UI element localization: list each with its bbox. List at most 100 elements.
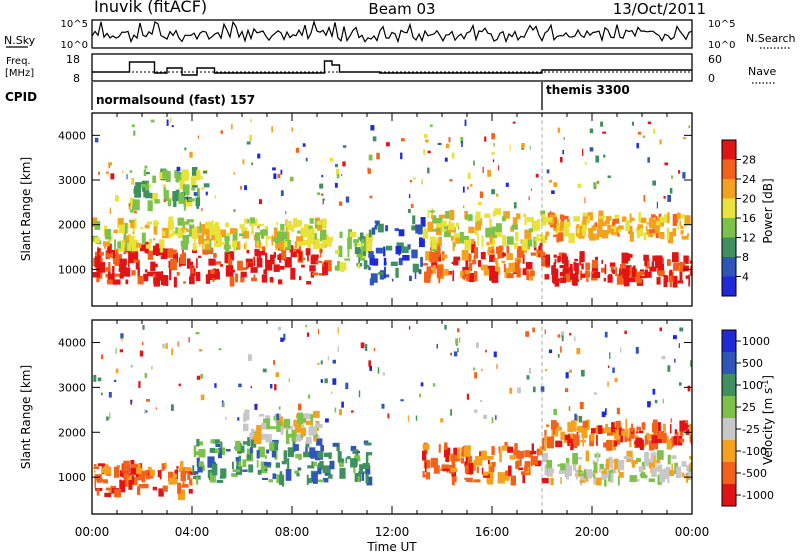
heatmap-cell bbox=[419, 237, 425, 248]
heatmap-cell bbox=[285, 210, 287, 215]
heatmap-cell bbox=[134, 210, 137, 214]
heatmap-cell bbox=[535, 173, 539, 178]
heatmap-cell bbox=[162, 231, 166, 236]
heatmap-cell bbox=[258, 199, 263, 205]
heatmap-cell bbox=[401, 246, 409, 253]
colorbar-tick-label: 500 bbox=[742, 357, 763, 370]
heatmap-cell bbox=[636, 457, 641, 463]
heatmap-cell bbox=[93, 374, 97, 382]
heatmap-cell bbox=[636, 271, 642, 284]
heatmap-cell bbox=[621, 266, 629, 272]
heatmap-cell bbox=[498, 446, 501, 453]
heatmap-cell bbox=[176, 466, 179, 469]
heatmap-cell bbox=[480, 264, 488, 271]
heatmap-cell bbox=[601, 470, 607, 474]
heatmap-cell bbox=[207, 269, 213, 279]
heatmap-cell bbox=[361, 472, 365, 481]
heatmap-cell bbox=[530, 188, 533, 191]
heatmap-cell bbox=[550, 477, 554, 486]
y-tick-label: 2000 bbox=[58, 219, 86, 232]
heatmap-cell bbox=[384, 266, 386, 279]
heatmap-cell bbox=[307, 477, 312, 484]
heatmap-cell bbox=[649, 266, 657, 272]
heatmap-cell bbox=[434, 245, 441, 257]
heatmap-cell bbox=[468, 226, 475, 234]
heatmap-cell bbox=[477, 233, 479, 246]
heatmap-cell bbox=[147, 200, 153, 212]
heatmap-cell bbox=[281, 461, 287, 465]
heatmap-cell bbox=[445, 447, 451, 456]
heatmap-cell bbox=[129, 219, 136, 223]
heatmap-cell bbox=[425, 139, 429, 143]
heatmap-cell bbox=[570, 270, 573, 280]
heatmap-cell bbox=[644, 435, 649, 445]
heatmap-cell bbox=[442, 468, 450, 472]
heatmap-cell bbox=[427, 221, 434, 232]
heatmap-cell bbox=[626, 428, 629, 438]
heatmap-cell bbox=[629, 270, 637, 276]
heatmap-cell bbox=[342, 145, 347, 148]
heatmap-cell bbox=[367, 168, 371, 174]
heatmap-cell bbox=[408, 326, 411, 330]
heatmap-cell bbox=[137, 267, 140, 279]
heatmap-cell bbox=[283, 418, 290, 428]
heatmap-cell bbox=[546, 169, 550, 174]
heatmap-cell bbox=[349, 232, 357, 238]
heatmap-cell bbox=[320, 360, 323, 365]
heatmap-cell bbox=[358, 256, 360, 264]
heatmap-cell bbox=[547, 467, 553, 477]
colorbar-tick-label: 100 bbox=[742, 379, 763, 392]
heatmap-cell bbox=[436, 265, 443, 278]
heatmap-cell bbox=[361, 255, 367, 258]
heatmap-cell bbox=[289, 245, 294, 253]
heatmap-cell bbox=[190, 176, 197, 189]
heatmap-cell bbox=[578, 235, 585, 239]
heatmap-cell bbox=[545, 369, 548, 372]
heatmap-cell bbox=[146, 399, 150, 402]
heatmap-cell bbox=[119, 274, 124, 279]
heatmap-cell bbox=[331, 391, 333, 394]
heatmap-cell bbox=[306, 332, 310, 337]
heatmap-cell bbox=[144, 165, 148, 169]
heatmap-cell bbox=[497, 472, 505, 484]
heatmap-cell bbox=[301, 427, 306, 437]
heatmap-cell bbox=[365, 454, 369, 465]
heatmap-cell bbox=[143, 172, 150, 175]
heatmap-cell bbox=[648, 217, 655, 222]
heatmap-cell bbox=[280, 169, 283, 175]
heatmap-cell bbox=[493, 351, 497, 358]
heatmap-cell bbox=[664, 162, 669, 166]
heatmap-cell bbox=[216, 479, 224, 483]
heatmap-cell bbox=[285, 227, 288, 233]
heatmap-cell bbox=[487, 248, 491, 256]
heatmap-cell bbox=[463, 235, 470, 240]
power-ylabel: Slant Range [km] bbox=[19, 157, 33, 261]
heatmap-cell bbox=[154, 199, 160, 204]
heatmap-cell bbox=[654, 225, 660, 234]
heatmap-cell bbox=[496, 223, 502, 235]
heatmap-cell bbox=[230, 251, 234, 260]
heatmap-cell bbox=[655, 216, 658, 221]
heatmap-cell bbox=[250, 119, 252, 122]
heatmap-cell bbox=[305, 157, 308, 162]
heatmap-cell bbox=[196, 203, 200, 209]
heatmap-cell bbox=[357, 476, 360, 482]
heatmap-cell bbox=[190, 265, 195, 268]
freq-label-top: Freq. bbox=[6, 56, 31, 67]
heatmap-cell bbox=[596, 451, 599, 462]
heatmap-cell bbox=[171, 249, 177, 255]
heatmap-cell bbox=[94, 221, 101, 230]
heatmap-cell bbox=[651, 435, 658, 444]
heatmap-cell bbox=[432, 265, 436, 274]
heatmap-cell bbox=[513, 202, 517, 209]
heatmap-cell bbox=[546, 436, 555, 449]
heatmap-cell bbox=[603, 442, 609, 448]
heatmap-cell bbox=[316, 427, 319, 431]
heatmap-cell bbox=[175, 189, 180, 200]
heatmap-cell bbox=[328, 452, 332, 459]
heatmap-cell bbox=[522, 254, 525, 264]
heatmap-cell bbox=[677, 225, 680, 230]
heatmap-cell bbox=[508, 262, 515, 272]
